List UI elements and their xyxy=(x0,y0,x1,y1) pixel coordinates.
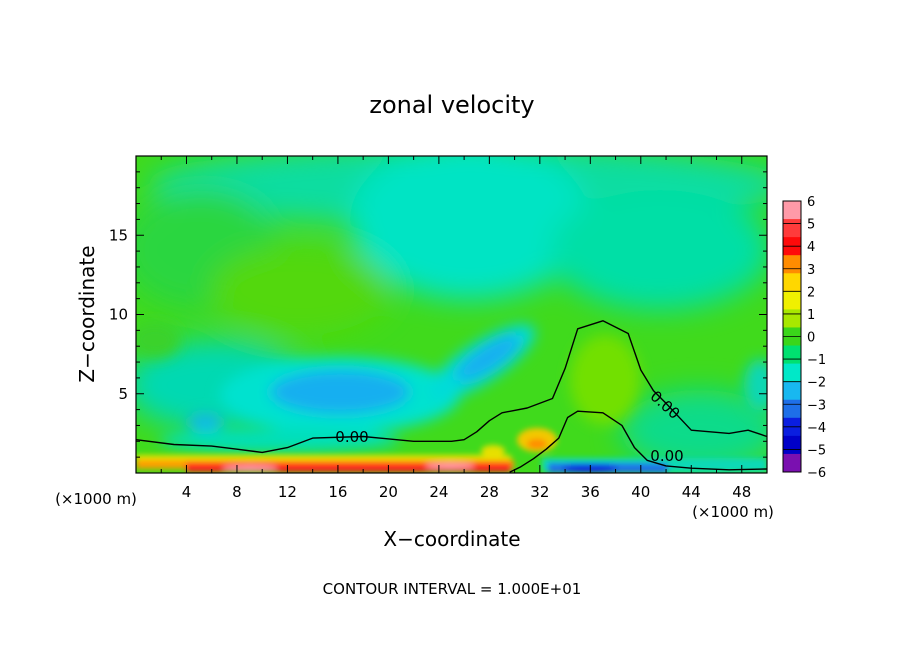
chart-title: zonal velocity xyxy=(369,91,534,119)
field-upper-center xyxy=(350,156,590,300)
colorbar-label: −3 xyxy=(807,398,826,413)
field-blue-core-diag xyxy=(455,334,521,382)
colorbar: 6 5 4 3 2 1 0 −1 −2 −3 −4 −5 −6 xyxy=(782,195,826,481)
colorbar-label: −4 xyxy=(807,421,826,436)
colorbar-label: 6 xyxy=(807,195,815,210)
field-hotspot-orange xyxy=(527,439,547,449)
y-ticks: 5 10 15 xyxy=(109,171,767,458)
velocity-field xyxy=(136,156,767,473)
field-mid-green xyxy=(210,245,390,335)
colorbar-label: 2 xyxy=(807,285,815,300)
colorbar-segment xyxy=(783,309,801,328)
colorbar-label: 1 xyxy=(807,308,815,323)
colorbar-segment xyxy=(783,453,801,473)
colorbar-segment xyxy=(783,291,801,310)
colorbar-segment xyxy=(783,363,801,383)
contour-label: 0.00 xyxy=(650,447,683,465)
y-tick-label: 10 xyxy=(109,306,128,324)
x-unit-left: (×1000 m) xyxy=(55,490,137,508)
field-mound xyxy=(570,335,640,425)
x-tick-label: 28 xyxy=(480,483,499,501)
x-tick-label: 4 xyxy=(182,483,192,501)
colorbar-segment xyxy=(783,273,801,292)
colorbar-segment xyxy=(783,435,801,455)
field-upper-right xyxy=(550,190,767,310)
colorbar-label: −5 xyxy=(807,443,826,458)
colorbar-label: 0 xyxy=(807,331,815,346)
x-tick-label: 44 xyxy=(682,483,701,501)
x-tick-label: 16 xyxy=(328,483,347,501)
field-right-band xyxy=(744,359,767,411)
x-tick-label: 20 xyxy=(379,483,398,501)
x-tick-label: 8 xyxy=(232,483,242,501)
x-unit-right: (×1000 m) xyxy=(692,503,774,521)
x-ticks: 4 8 12 16 20 24 28 32 36 40 44 48 xyxy=(160,156,751,501)
x-tick-label: 12 xyxy=(278,483,297,501)
colorbar-segment xyxy=(783,399,801,419)
colorbar-segment xyxy=(783,201,801,220)
field-lower-cyan xyxy=(160,428,400,452)
field-left-edge xyxy=(136,322,180,358)
x-tick-label: 40 xyxy=(631,483,650,501)
colorbar-label: 5 xyxy=(807,218,815,233)
colorbar-label: −1 xyxy=(807,353,826,368)
colorbar-segment xyxy=(783,255,801,274)
colorbar-label: 4 xyxy=(807,240,815,255)
field-hotspot-yellow-left xyxy=(481,445,505,457)
y-tick-label: 15 xyxy=(109,226,128,244)
colorbar-label: 3 xyxy=(807,263,815,278)
colorbar-label: −6 xyxy=(807,466,826,481)
colorbar-segment xyxy=(783,219,801,238)
colorbar-segment xyxy=(783,345,801,365)
contour-line xyxy=(135,320,768,454)
x-tick-label: 36 xyxy=(581,483,600,501)
x-axis-label: X−coordinate xyxy=(383,527,520,551)
y-tick-label: 5 xyxy=(118,385,128,403)
x-tick-label: 32 xyxy=(530,483,549,501)
field-bottom-red xyxy=(186,463,511,472)
y-axis-label: Z−coordinate xyxy=(75,245,99,382)
field-blue-core-left xyxy=(270,370,410,414)
contour-interval-note: CONTOUR INTERVAL = 1.000E+01 xyxy=(323,580,582,598)
field-bottom-pink-a xyxy=(222,465,278,471)
colorbar-segment xyxy=(783,381,801,401)
contour-line xyxy=(509,410,768,473)
colorbar-label: −2 xyxy=(807,376,826,391)
field-small-cyan xyxy=(187,414,223,430)
field-bottom-pink-b xyxy=(425,463,475,469)
contour-label: 0.00 xyxy=(335,428,368,446)
x-tick-label: 24 xyxy=(429,483,448,501)
x-tick-label: 48 xyxy=(732,483,751,501)
